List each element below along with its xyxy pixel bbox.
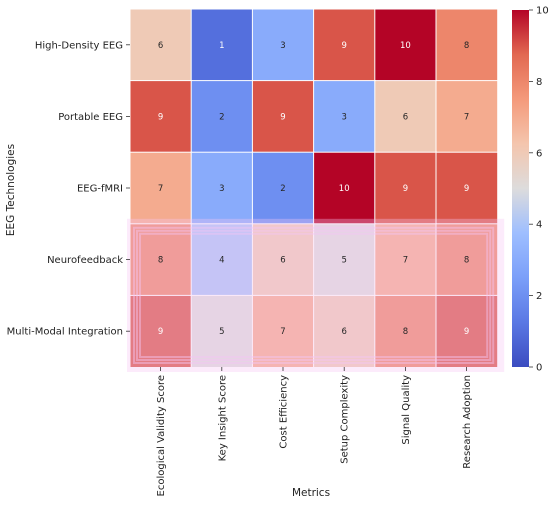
cell-value-label: 5 (219, 327, 224, 337)
heatmap-cell (190, 8, 254, 82)
y-tick-label: Neurofeedback (47, 255, 123, 266)
cell-label-layer: 6 1 3 9 10 8 9 2 9 3 6 7 7 3 2 10 9 9 8 4 6 5 7 8 9 5 7 6 8 9 (158, 41, 469, 337)
cell-value-label: 9 (280, 112, 285, 122)
x-tick-label: Setup Complexity (340, 375, 351, 464)
cell-value-label: 6 (158, 41, 163, 51)
cell-value-label: 6 (403, 112, 408, 122)
y-axis-label: EEG Technologies (5, 144, 17, 236)
heatmap-cell (129, 8, 193, 82)
cell-value-label: 9 (158, 112, 163, 122)
heatmap-cell (313, 151, 376, 225)
heatmap-cell (251, 294, 315, 368)
cell-value-label: 2 (219, 112, 224, 122)
cell-value-label: 6 (341, 327, 346, 337)
highlight-glow (139, 232, 489, 358)
x-tick-labels: Ecological Validity Score Key Insight Sco… (156, 367, 473, 496)
x-tick-label: Key Insight Score (217, 375, 228, 461)
heatmap-cell (435, 294, 499, 368)
cell-value-label: 9 (403, 184, 408, 194)
heatmap-grid (129, 8, 499, 368)
heatmap-cell (251, 223, 315, 297)
cell-value-label: 4 (219, 256, 224, 266)
cell-value-label: 8 (464, 256, 469, 266)
cell-value-label: 3 (341, 112, 346, 122)
highlight-glow (136, 229, 492, 361)
cell-value-label: 8 (464, 41, 469, 51)
y-tick-label: High-Density EEG (35, 40, 123, 51)
heatmap-cell (190, 80, 254, 154)
heatmap-cell (313, 80, 376, 154)
heatmap-cell (374, 223, 437, 297)
heatmap-cell (190, 151, 254, 225)
heatmap-cell (435, 8, 499, 82)
heatmap-cell (435, 223, 499, 297)
colorbar-gradient (512, 10, 529, 367)
cell-value-label: 9 (464, 184, 469, 194)
y-tick-label: Multi-Modal Integration (7, 327, 123, 338)
colorbar-tick-label: 10 (536, 6, 549, 17)
cell-value-label: 3 (280, 41, 285, 51)
x-tick-label: Research Adoption (462, 375, 473, 469)
cell-value-label: 6 (280, 256, 285, 266)
cell-value-label: 8 (158, 256, 163, 266)
x-tick-label: Signal Quality (401, 375, 412, 445)
cell-value-label: 1 (219, 41, 224, 51)
cell-value-label: 5 (341, 256, 346, 266)
cell-value-label: 8 (403, 327, 408, 337)
heatmap-cell (313, 294, 376, 368)
colorbar: 0 2 4 6 8 10 (512, 6, 549, 374)
cell-value-label: 3 (219, 184, 224, 194)
row-highlight-overlay (127, 218, 505, 372)
colorbar-ticks: 0 2 4 6 8 10 (529, 6, 549, 374)
cell-value-label: 7 (280, 327, 285, 337)
y-tick-label: Portable EEG (58, 112, 123, 123)
colorbar-tick-label: 6 (536, 148, 542, 159)
heatmap-cell (435, 151, 499, 225)
cell-value-label: 10 (339, 184, 350, 194)
colorbar-tick-label: 2 (536, 291, 542, 302)
heatmap-cell (129, 294, 193, 368)
heatmap-cell (374, 294, 437, 368)
colorbar-tick-label: 4 (536, 220, 542, 231)
highlight-glow (133, 226, 495, 364)
heatmap-cell (190, 223, 254, 297)
cell-value-label: 10 (400, 41, 411, 51)
colorbar-tick-label: 8 (536, 77, 542, 88)
cell-value-label: 7 (403, 256, 408, 266)
x-axis-label: Metrics (292, 487, 330, 499)
heatmap-cell (251, 8, 315, 82)
cell-value-label: 7 (464, 112, 469, 122)
heatmap-cell (435, 80, 499, 154)
x-tick-label: Ecological Validity Score (156, 375, 167, 496)
y-tick-label: EEG-fMRI (77, 184, 123, 195)
cell-value-label: 9 (158, 327, 163, 337)
cell-value-label: 2 (280, 184, 285, 194)
x-tick-label: Cost Efficiency (279, 375, 290, 449)
heatmap-cell (374, 151, 437, 225)
y-tick-labels: High-Density EEG Portable EEG EEG-fMRI Neur… (7, 40, 130, 338)
colorbar-tick-label: 0 (536, 363, 542, 374)
highlight-band (127, 218, 505, 372)
cell-value-label: 9 (464, 327, 469, 337)
heatmap-cell (313, 223, 376, 297)
heatmap-cell (129, 223, 193, 297)
heatmap-cell (313, 8, 376, 82)
cell-value-label: 9 (341, 41, 346, 51)
cell-value-label: 7 (158, 184, 163, 194)
